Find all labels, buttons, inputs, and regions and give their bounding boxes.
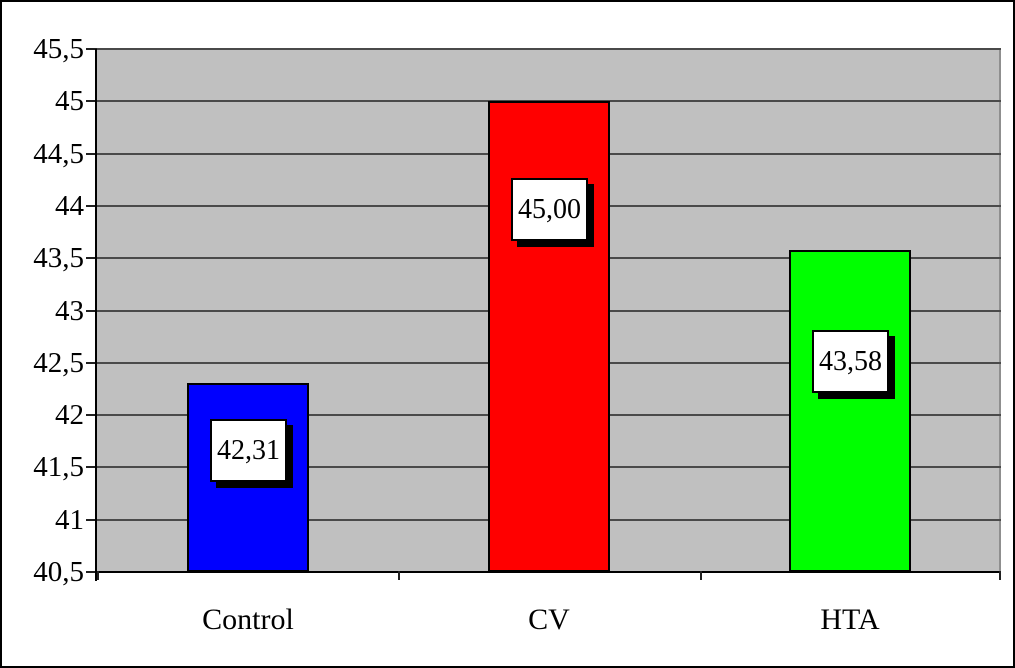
y-axis-tick bbox=[86, 48, 97, 50]
y-axis-line bbox=[95, 49, 97, 581]
y-axis-tick bbox=[86, 204, 97, 207]
x-category-label-cv: CV bbox=[528, 603, 570, 636]
x-axis-tick bbox=[699, 571, 702, 580]
x-category-label-control: Control bbox=[202, 603, 294, 636]
y-axis-tick bbox=[86, 518, 97, 521]
y-axis-tick bbox=[86, 361, 97, 364]
bar-cv bbox=[488, 101, 610, 572]
y-axis-tick bbox=[86, 100, 97, 103]
data-label-control: 42,31 bbox=[210, 419, 287, 482]
gridline-45.5 bbox=[97, 48, 1001, 50]
y-axis-tick bbox=[86, 466, 97, 469]
y-axis-tick bbox=[86, 414, 97, 417]
y-axis-tick bbox=[86, 309, 97, 312]
y-tick-label: 44 bbox=[55, 189, 84, 222]
y-tick-label: 41 bbox=[55, 503, 84, 536]
bar-hta bbox=[789, 250, 911, 572]
x-axis-tick bbox=[999, 571, 1001, 580]
y-tick-label: 40,5 bbox=[33, 556, 84, 588]
y-tick-label: 45 bbox=[55, 85, 84, 118]
x-axis-tick bbox=[97, 571, 99, 580]
y-axis-tick bbox=[86, 571, 97, 573]
y-tick-label: 42,5 bbox=[33, 346, 84, 379]
y-tick-label: 43 bbox=[55, 294, 84, 327]
y-tick-label: 41,5 bbox=[33, 451, 84, 484]
x-axis-line bbox=[95, 571, 1001, 573]
y-tick-label: 43,5 bbox=[33, 242, 84, 275]
y-axis-tick bbox=[86, 152, 97, 155]
x-category-label-hta: HTA bbox=[820, 603, 880, 636]
data-label-cv: 45,00 bbox=[511, 178, 588, 241]
y-tick-label: 44,5 bbox=[33, 137, 84, 170]
x-axis-tick bbox=[398, 571, 401, 580]
y-tick-label: 42 bbox=[55, 399, 84, 432]
data-label-hta: 43,58 bbox=[812, 330, 889, 393]
y-axis-tick bbox=[86, 257, 97, 260]
y-tick-label: 45,5 bbox=[33, 33, 84, 65]
